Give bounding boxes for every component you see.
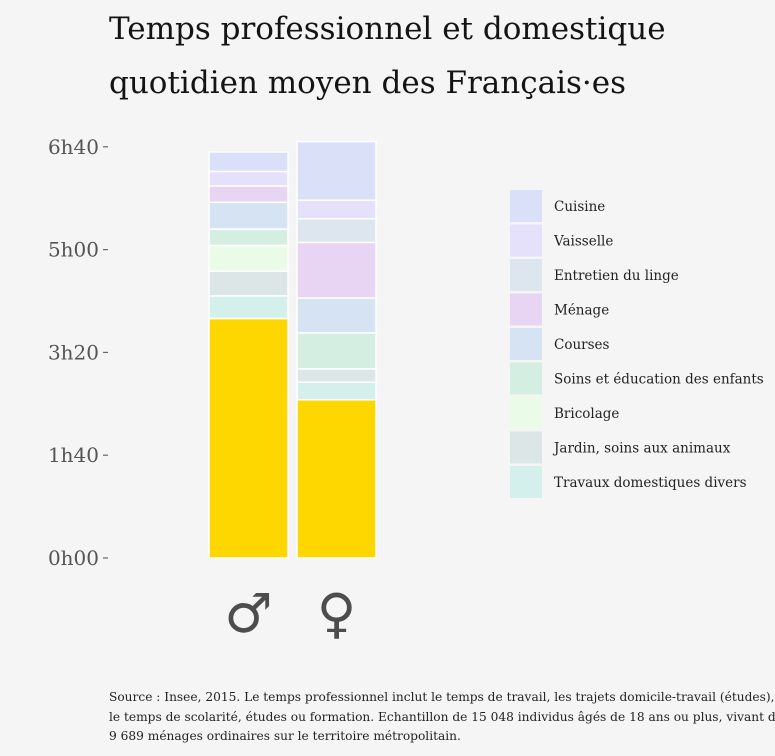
chart-title-line-2: quotidien moyen des Français·es: [109, 65, 627, 101]
bar-segment-soins: [296, 332, 377, 370]
legend-label-courses: Courses: [554, 337, 610, 353]
bar-segment-menage: [208, 185, 289, 204]
legend-label-bricolage: Bricolage: [554, 406, 619, 422]
bar-segment-bricolage: [208, 244, 289, 272]
legend-swatch-bricolage: [510, 397, 542, 429]
legend-swatch-courses: [510, 328, 542, 360]
chart-title: Temps professionnel et domestique quotid…: [109, 2, 759, 110]
bar-segment-courses: [296, 297, 377, 334]
legend-label-divers: Travaux domestiques divers: [554, 475, 747, 491]
legend-label-linge: Entretien du linge: [554, 268, 679, 284]
stacked-bar-chart: 0h00 1h40 3h20 5h00 6h40 ♂ ♀ Cuisine Vaisselle En…: [48, 135, 764, 645]
y-tick-label: 5h00: [48, 238, 99, 262]
source-line-1: Source : Insee, 2015. Le temps professio…: [109, 690, 775, 704]
category-label-female: ♀: [317, 582, 357, 645]
bar-segment-linge: [296, 218, 377, 244]
legend-swatch-vaisselle: [510, 224, 542, 257]
legend-label-cuisine: Cuisine: [554, 199, 605, 215]
legend-label-vaisselle: Vaisselle: [553, 234, 613, 250]
legend-swatch-soins: [510, 362, 542, 395]
y-tick-label: 6h40: [48, 135, 99, 159]
y-tick-label: 0h00: [48, 546, 99, 570]
bar-segment-jardin: [296, 368, 377, 383]
legend-swatch-menage: [510, 293, 542, 326]
y-tick-label: 1h40: [48, 443, 99, 467]
bar-segment-divers: [208, 295, 289, 320]
bar-segment-professionnel: [208, 317, 289, 559]
category-label-male: ♂: [224, 582, 272, 645]
bar-segment-menage: [296, 241, 377, 299]
source-note: Source : Insee, 2015. Le temps professio…: [109, 688, 775, 747]
bar-segment-courses: [208, 201, 289, 230]
legend-label-jardin: Jardin, soins aux animaux: [552, 441, 731, 457]
chart-title-line-1: Temps professionnel et domestique: [109, 11, 666, 47]
legend-label-soins: Soins et éducation des enfants: [554, 372, 764, 388]
bar-segment-jardin: [208, 270, 289, 297]
bar-segment-vaisselle: [296, 199, 377, 220]
legend-swatch-jardin: [510, 431, 542, 464]
source-line-3: 9 689 ménages ordinaires sur le territoi…: [109, 729, 461, 743]
bar-segment-cuisine: [208, 151, 289, 173]
legend-label-menage: Ménage: [554, 303, 609, 319]
bar-segment-divers: [296, 381, 377, 401]
bar-segment-soins: [208, 228, 289, 247]
bar-segment-cuisine: [296, 140, 377, 202]
y-tick-label: 3h20: [48, 340, 99, 364]
source-line-2: le temps de scolarité, études ou formati…: [109, 709, 775, 724]
legend-swatch-divers: [510, 466, 542, 498]
bar-segment-vaisselle: [208, 170, 289, 187]
bar-segment-professionnel: [296, 398, 377, 559]
legend-swatch-cuisine: [510, 190, 542, 222]
legend-swatch-linge: [510, 259, 542, 291]
